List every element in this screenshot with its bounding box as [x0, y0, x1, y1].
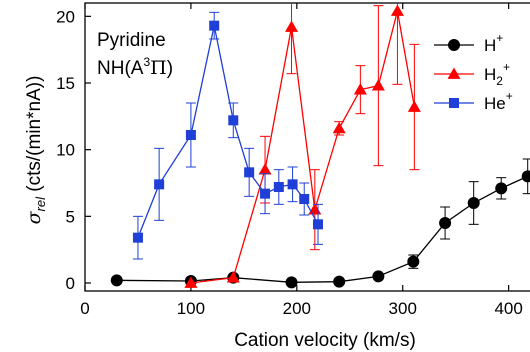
y-axis-label: σrel (cts/(min*nA))	[23, 76, 48, 225]
data-point	[285, 21, 298, 32]
data-point	[133, 233, 143, 243]
legend-marker	[448, 68, 461, 79]
data-point	[468, 198, 479, 209]
data-point	[408, 101, 421, 112]
data-point	[408, 256, 419, 267]
x-axis-label: Cation velocity (km/s)	[234, 330, 416, 351]
data-point	[372, 79, 385, 90]
data-point	[154, 179, 164, 189]
y-tick-label: 15	[56, 74, 75, 93]
legend-label: H+	[484, 31, 503, 55]
annotation-line2: NH(A3Π)	[97, 55, 173, 79]
series-layer	[111, 0, 530, 288]
legend-label: H2+	[484, 60, 510, 88]
legend-item: He+	[434, 89, 513, 113]
data-point	[496, 183, 507, 194]
legend: H+ H2+He+	[434, 31, 513, 113]
y-axis-ticks: 0 5 10 15 20	[56, 7, 91, 293]
data-point	[334, 276, 345, 287]
legend-item: H2+	[434, 60, 510, 88]
series-circle	[111, 107, 530, 288]
annotation-line1: Pyridine	[97, 30, 166, 51]
legend-marker	[449, 40, 460, 51]
x-tick-label: 400	[494, 299, 522, 318]
x-tick-label: 200	[283, 299, 311, 318]
data-point	[299, 194, 309, 204]
data-point	[228, 115, 238, 125]
x-tick-label: 100	[177, 299, 205, 318]
data-point	[111, 275, 122, 286]
y-tick-label: 5	[66, 207, 75, 226]
legend-item: H+	[434, 31, 503, 55]
y-tick-label: 0	[66, 274, 75, 293]
data-point	[288, 179, 298, 189]
data-point	[373, 271, 384, 282]
x-tick-label: 300	[389, 299, 417, 318]
data-point	[274, 182, 284, 192]
data-point	[440, 218, 451, 229]
data-point	[522, 171, 530, 182]
series-triangle	[184, 0, 420, 288]
y-tick-label: 10	[56, 141, 75, 160]
x-tick-label: 0	[80, 299, 89, 318]
data-point	[244, 167, 254, 177]
data-point	[260, 189, 270, 199]
y-tick-label: 20	[56, 7, 75, 26]
data-point	[333, 122, 346, 133]
data-point	[391, 5, 404, 16]
data-point	[186, 130, 196, 140]
series-line	[191, 11, 414, 283]
series-line	[117, 134, 530, 283]
data-point	[209, 21, 219, 31]
data-point	[259, 163, 272, 174]
legend-marker	[449, 98, 459, 108]
data-point	[286, 277, 297, 288]
data-point	[313, 219, 323, 229]
legend-label: He+	[484, 89, 513, 113]
